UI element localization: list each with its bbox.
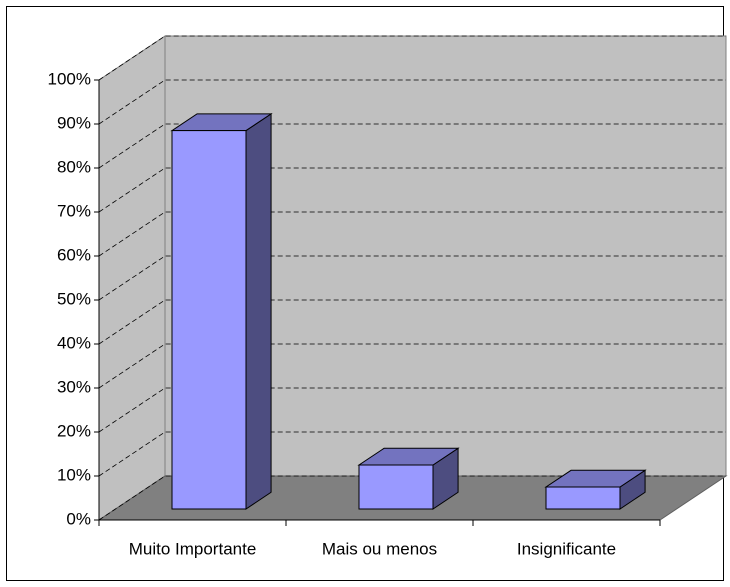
bar <box>358 464 434 510</box>
y-tick-label: 60% <box>57 245 91 264</box>
bar <box>545 486 621 510</box>
y-tick-label: 20% <box>57 421 91 440</box>
grid-line <box>98 167 726 213</box>
grid-line <box>98 299 726 345</box>
y-tick-label: 10% <box>57 465 91 484</box>
grid-line <box>98 35 726 81</box>
grid-line <box>98 475 726 521</box>
bar <box>171 130 247 510</box>
grid-line <box>98 211 726 257</box>
x-tick-label: Muito Importante <box>129 539 257 558</box>
grid-line <box>98 431 726 477</box>
grid-line <box>98 79 726 125</box>
y-tick-label: 40% <box>57 333 91 352</box>
y-tick-label: 50% <box>57 289 91 308</box>
bar-side <box>245 112 272 510</box>
y-tick-label: 70% <box>57 201 91 220</box>
y-tick-label: 80% <box>57 157 91 176</box>
x-tick-label: Insignificante <box>517 539 616 558</box>
side-wall <box>98 35 166 521</box>
grid-line <box>98 343 726 389</box>
y-tick-label: 0% <box>66 509 91 528</box>
y-tick-label: 30% <box>57 377 91 396</box>
x-tick-label: Mais ou menos <box>322 539 437 558</box>
grid-line <box>98 255 726 301</box>
grid-line <box>98 123 726 169</box>
y-tick-label: 90% <box>57 113 91 132</box>
grid-line <box>98 387 726 433</box>
y-tick-label: 100% <box>48 69 91 88</box>
